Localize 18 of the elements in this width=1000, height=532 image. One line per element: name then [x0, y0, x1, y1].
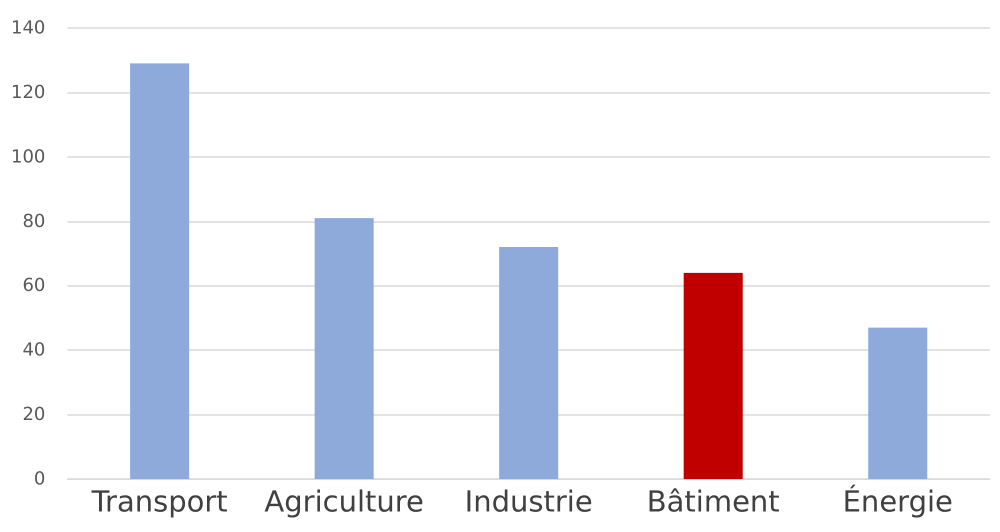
x-tick-label: Énergie: [842, 484, 953, 518]
y-tick-label: 120: [10, 82, 46, 103]
y-tick-label: 0: [34, 468, 46, 490]
y-tick-label: 60: [22, 275, 46, 296]
y-tick-label: 40: [22, 340, 46, 361]
y-tick-label: 80: [22, 210, 46, 232]
bar: [314, 218, 374, 479]
x-tick-label: Bâtiment: [646, 484, 780, 518]
x-tick-label: Agriculture: [264, 484, 424, 518]
bar: [868, 328, 928, 479]
y-tick-label: 100: [10, 146, 46, 168]
x-tick-label: Industrie: [464, 484, 593, 518]
y-tick-label: 20: [22, 404, 46, 426]
x-tick-label: Transport: [90, 484, 228, 518]
bar: [499, 247, 558, 479]
bar: [684, 272, 743, 479]
bar: [130, 63, 190, 479]
y-tick-label: 140: [10, 18, 46, 38]
